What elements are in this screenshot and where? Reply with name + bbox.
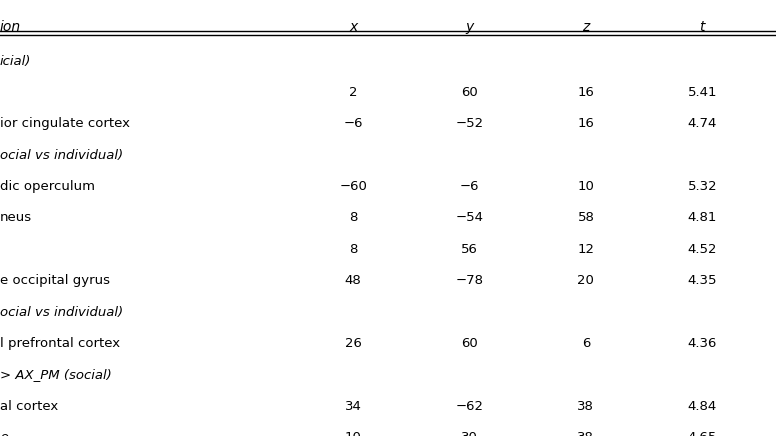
Text: 10: 10	[577, 180, 594, 193]
Text: −60: −60	[339, 180, 367, 193]
Text: 10: 10	[345, 431, 362, 436]
Text: 38: 38	[577, 431, 594, 436]
Text: −52: −52	[456, 117, 483, 130]
Text: 8: 8	[349, 243, 357, 256]
Text: 60: 60	[461, 86, 478, 99]
Text: −6: −6	[459, 180, 480, 193]
Text: e occipital gyrus: e occipital gyrus	[0, 274, 110, 287]
Text: 4.81: 4.81	[688, 211, 717, 225]
Text: ion: ion	[0, 20, 21, 34]
Text: 56: 56	[461, 243, 478, 256]
Text: 4.35: 4.35	[688, 274, 717, 287]
Text: 60: 60	[461, 337, 478, 350]
Text: 16: 16	[577, 86, 594, 99]
Text: 4.84: 4.84	[688, 400, 717, 413]
Text: 48: 48	[345, 274, 362, 287]
Text: 34: 34	[345, 400, 362, 413]
Text: l prefrontal cortex: l prefrontal cortex	[0, 337, 120, 350]
Text: t: t	[699, 20, 705, 34]
Text: 4.52: 4.52	[688, 243, 717, 256]
Text: 4.65: 4.65	[688, 431, 717, 436]
Text: ior cingulate cortex: ior cingulate cortex	[0, 117, 130, 130]
Text: x: x	[349, 20, 357, 34]
Text: ocial vs individual): ocial vs individual)	[0, 306, 123, 319]
Text: dic operculum: dic operculum	[0, 180, 95, 193]
Text: 20: 20	[577, 274, 594, 287]
Text: −6: −6	[343, 117, 363, 130]
Text: 12: 12	[577, 243, 594, 256]
Text: 2: 2	[349, 86, 357, 99]
Text: z: z	[582, 20, 590, 34]
Text: −54: −54	[456, 211, 483, 225]
Text: −78: −78	[456, 274, 483, 287]
Text: 8: 8	[349, 211, 357, 225]
Text: 16: 16	[577, 117, 594, 130]
Text: 26: 26	[345, 337, 362, 350]
Text: ocial vs individual): ocial vs individual)	[0, 149, 123, 162]
Text: 4.36: 4.36	[688, 337, 717, 350]
Text: −62: −62	[456, 400, 483, 413]
Text: 38: 38	[577, 400, 594, 413]
Text: > AX_PM (social): > AX_PM (social)	[0, 368, 112, 382]
Text: y: y	[466, 20, 473, 34]
Text: icial): icial)	[0, 54, 31, 68]
Text: 4.74: 4.74	[688, 117, 717, 130]
Text: e: e	[0, 431, 9, 436]
Text: 6: 6	[582, 337, 590, 350]
Text: 58: 58	[577, 211, 594, 225]
Text: 5.41: 5.41	[688, 86, 717, 99]
Text: 30: 30	[461, 431, 478, 436]
Text: al cortex: al cortex	[0, 400, 58, 413]
Text: 5.32: 5.32	[688, 180, 717, 193]
Text: neus: neus	[0, 211, 32, 225]
